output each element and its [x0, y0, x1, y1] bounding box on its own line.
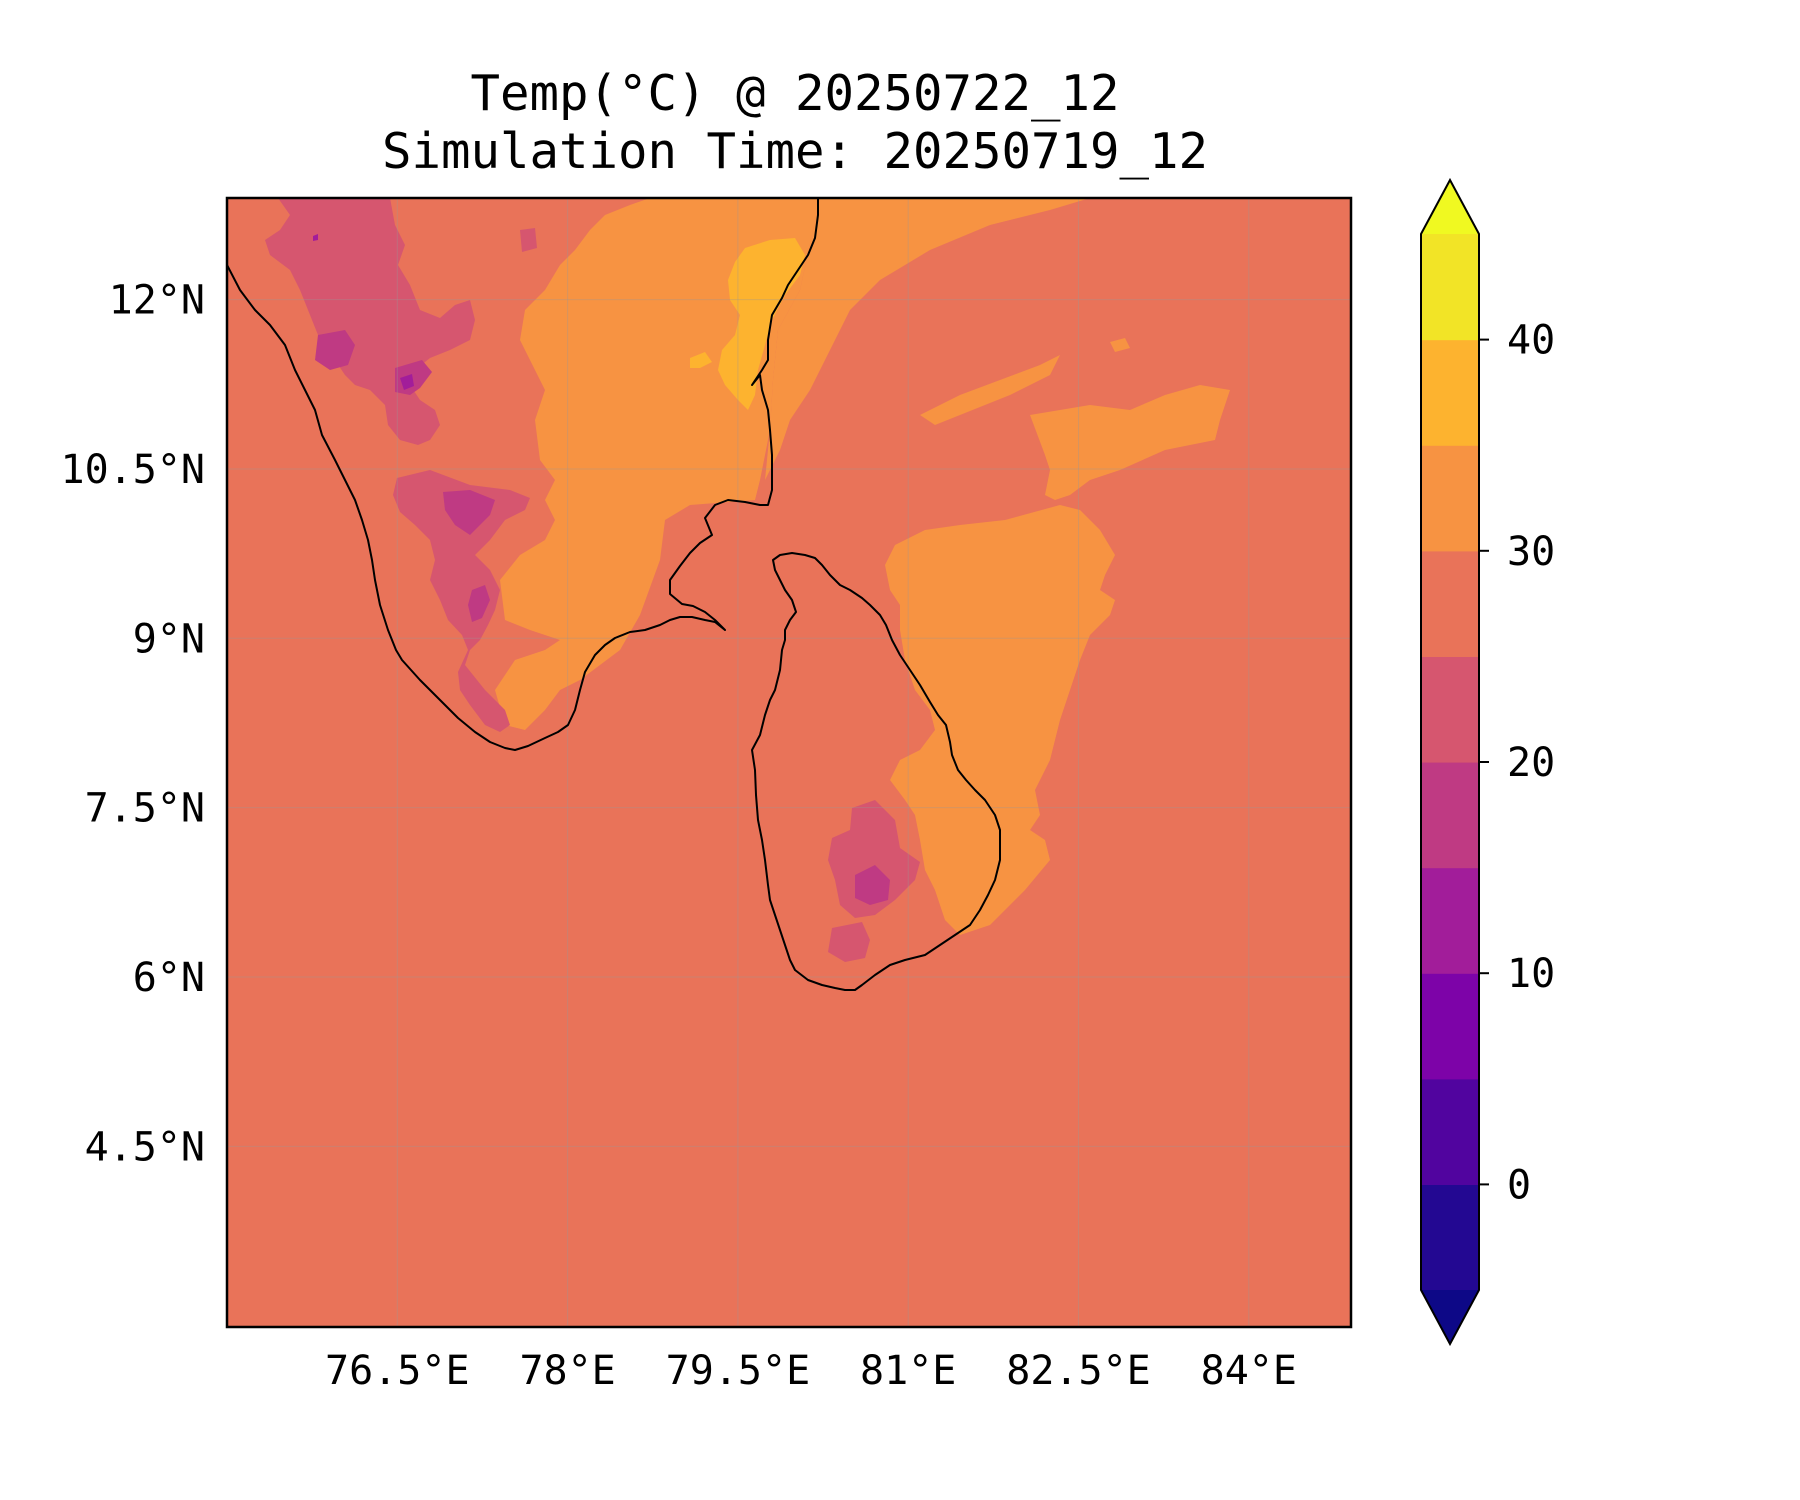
lat-tick-label: 4.5°N [85, 1124, 205, 1170]
map-panel [227, 198, 1351, 1327]
colorbar-tick-label: 10 [1507, 951, 1555, 997]
latitude-tick-labels: 12°N 10.5°N 9°N 7.5°N 6°N 4.5°N [61, 278, 206, 1171]
contour-band-35-40 [690, 238, 805, 410]
lon-tick-label: 78°E [519, 1348, 615, 1394]
lat-tick-label: 9°N [133, 616, 205, 662]
colorbar-segment [1421, 867, 1479, 974]
contour-band-15-20 [315, 330, 890, 905]
colorbar-tick-label: 0 [1507, 1162, 1531, 1208]
colorbar-segment [1421, 656, 1479, 763]
colorbar-over-arrow [1421, 180, 1479, 234]
lon-tick-label: 81°E [860, 1348, 956, 1394]
colorbar-segment [1421, 445, 1479, 552]
map-gridlines [227, 198, 1351, 1327]
map-frame [225, 196, 1353, 1329]
colorbar-outline [1420, 177, 1480, 1347]
lon-tick-label: 76.5°E [325, 1348, 470, 1394]
colorbar-tick-label: 30 [1507, 529, 1555, 575]
map-subtitle: Simulation Time: 20250719_12 [381, 123, 1208, 180]
colorbar-segment [1421, 1184, 1479, 1291]
india-coastline [227, 198, 819, 751]
lon-tick-label: 82.5°E [1006, 1348, 1151, 1394]
contour-band-20-25 [265, 198, 920, 962]
colorbar-tick-label: 20 [1507, 740, 1555, 786]
longitude-tick-labels: 76.5°E 78°E 79.5°E 81°E 82.5°E 84°E [325, 1348, 1297, 1394]
colorbar-under-arrow [1421, 1290, 1479, 1344]
colorbar-segment [1421, 762, 1479, 869]
colorbar: 0 10 20 30 40 [1420, 177, 1555, 1347]
colorbar-segment [1421, 550, 1479, 657]
lon-tick-label: 84°E [1201, 1348, 1297, 1394]
coastlines [227, 198, 1001, 991]
lat-tick-label: 10.5°N [61, 447, 206, 493]
contour-band-10-15 [313, 234, 414, 390]
colorbar-tick-label: 40 [1507, 318, 1555, 364]
sri-lanka-coastline [751, 552, 1001, 991]
lat-tick-label: 6°N [133, 955, 205, 1001]
map-title: Temp(°C) @ 20250722_12 [470, 65, 1120, 122]
lat-tick-label: 7.5°N [85, 786, 205, 832]
lon-tick-label: 79.5°E [666, 1348, 811, 1394]
colorbar-segment [1421, 339, 1479, 446]
colorbar-segment [1421, 973, 1479, 1080]
colorbar-segment [1421, 234, 1479, 341]
lat-tick-label: 12°N [109, 278, 205, 324]
colorbar-segment [1421, 1078, 1479, 1185]
